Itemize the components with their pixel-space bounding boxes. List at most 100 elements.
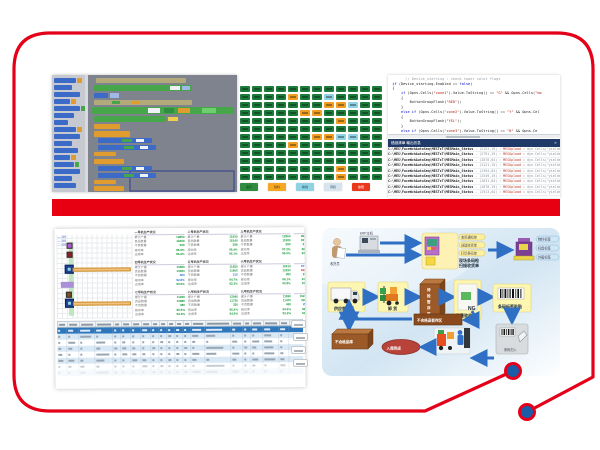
status-cell[interactable] xyxy=(312,126,322,132)
status-cell[interactable] xyxy=(372,150,382,156)
status-cell[interactable] xyxy=(276,142,286,148)
status-cell[interactable] xyxy=(372,102,382,108)
close-icon[interactable]: ✕ xyxy=(553,141,557,145)
status-cell[interactable] xyxy=(300,118,310,124)
status-cell[interactable] xyxy=(372,94,382,100)
status-cell[interactable] xyxy=(300,134,310,140)
status-cell[interactable] xyxy=(300,158,310,164)
side-button[interactable] xyxy=(291,320,306,328)
status-cell[interactable] xyxy=(324,150,334,156)
status-cell[interactable] xyxy=(324,158,334,164)
status-cell[interactable] xyxy=(360,110,370,116)
status-cell[interactable] xyxy=(312,174,322,180)
table-header-cell[interactable] xyxy=(114,321,123,327)
side-button[interactable] xyxy=(293,333,308,341)
status-cell[interactable] xyxy=(240,134,250,140)
status-cell[interactable] xyxy=(360,142,370,148)
status-cell[interactable] xyxy=(240,102,250,108)
status-cell[interactable] xyxy=(300,126,310,132)
table-header-cell[interactable] xyxy=(192,320,207,326)
status-cell[interactable] xyxy=(324,134,334,140)
status-cell[interactable] xyxy=(276,94,286,100)
status-cell[interactable] xyxy=(300,166,310,172)
table-header-cell[interactable] xyxy=(264,320,281,326)
status-cell[interactable] xyxy=(324,166,334,172)
status-cell[interactable] xyxy=(348,134,358,140)
status-cell[interactable] xyxy=(372,126,382,132)
status-cell[interactable] xyxy=(360,158,370,164)
status-cell[interactable] xyxy=(348,126,358,132)
status-cell[interactable] xyxy=(288,110,298,116)
status-cell[interactable] xyxy=(288,158,298,164)
status-cell[interactable] xyxy=(300,110,310,116)
status-cell[interactable] xyxy=(348,86,358,92)
status-cell[interactable] xyxy=(276,110,286,116)
status-cell[interactable] xyxy=(348,150,358,156)
status-cell[interactable] xyxy=(336,126,346,132)
table-header-cell[interactable] xyxy=(132,321,143,327)
status-cell[interactable] xyxy=(312,110,322,116)
status-cell[interactable] xyxy=(276,150,286,156)
status-cell[interactable] xyxy=(252,158,262,164)
status-cell[interactable] xyxy=(324,86,334,92)
status-cell[interactable] xyxy=(252,166,262,172)
status-cell[interactable] xyxy=(240,118,250,124)
status-cell[interactable] xyxy=(360,102,370,108)
table-header-cell[interactable] xyxy=(96,321,115,327)
table-header-cell[interactable] xyxy=(122,321,133,327)
side-button[interactable] xyxy=(293,359,308,367)
status-cell[interactable] xyxy=(372,142,382,148)
status-cell[interactable] xyxy=(276,102,286,108)
status-cell[interactable] xyxy=(324,174,334,180)
status-cell[interactable] xyxy=(348,102,358,108)
status-cell[interactable] xyxy=(264,166,274,172)
status-cell[interactable] xyxy=(312,150,322,156)
status-cell[interactable] xyxy=(348,118,358,124)
status-cell[interactable] xyxy=(372,86,382,92)
status-cell[interactable] xyxy=(252,174,262,180)
table-header-cell[interactable] xyxy=(58,321,69,327)
status-cell[interactable] xyxy=(348,142,358,148)
status-cell[interactable] xyxy=(252,142,262,148)
status-cell[interactable] xyxy=(288,150,298,156)
status-cell[interactable] xyxy=(348,110,358,116)
table-header-cell[interactable] xyxy=(168,321,177,327)
station-icon[interactable] xyxy=(66,251,73,258)
status-cell[interactable] xyxy=(312,102,322,108)
status-cell[interactable] xyxy=(252,150,262,156)
status-cell[interactable] xyxy=(240,174,250,180)
status-cell[interactable] xyxy=(288,134,298,140)
table-header-cell[interactable] xyxy=(184,320,193,326)
status-cell[interactable] xyxy=(360,126,370,132)
status-cell[interactable] xyxy=(288,166,298,172)
status-cell[interactable] xyxy=(276,166,286,172)
status-cell[interactable] xyxy=(372,158,382,164)
status-cell[interactable] xyxy=(240,110,250,116)
status-cell[interactable] xyxy=(300,150,310,156)
status-cell[interactable] xyxy=(252,102,262,108)
table-row[interactable] xyxy=(57,368,304,376)
status-cell[interactable] xyxy=(336,102,346,108)
error-list[interactable]: C:\MES\FaceWchAutoSeq\MESTxT\MESMain_Sta… xyxy=(388,147,560,198)
status-cell[interactable] xyxy=(264,126,274,132)
status-cell[interactable] xyxy=(360,94,370,100)
status-cell[interactable] xyxy=(324,142,334,148)
status-cell[interactable] xyxy=(336,110,346,116)
status-cell[interactable] xyxy=(300,174,310,180)
status-cell[interactable] xyxy=(324,118,334,124)
status-cell[interactable] xyxy=(336,118,346,124)
status-cell[interactable] xyxy=(240,94,250,100)
status-cell[interactable] xyxy=(264,150,274,156)
status-cell[interactable] xyxy=(324,126,334,132)
status-cell[interactable] xyxy=(348,158,358,164)
status-cell[interactable] xyxy=(300,86,310,92)
status-cell[interactable] xyxy=(276,118,286,124)
status-cell[interactable] xyxy=(312,94,322,100)
status-cell[interactable] xyxy=(264,102,274,108)
status-cell[interactable] xyxy=(372,174,382,180)
status-cell[interactable] xyxy=(264,118,274,124)
status-cell[interactable] xyxy=(336,150,346,156)
table-header-cell[interactable] xyxy=(152,321,161,327)
status-cell[interactable] xyxy=(276,86,286,92)
table-header-cell[interactable] xyxy=(232,320,245,326)
